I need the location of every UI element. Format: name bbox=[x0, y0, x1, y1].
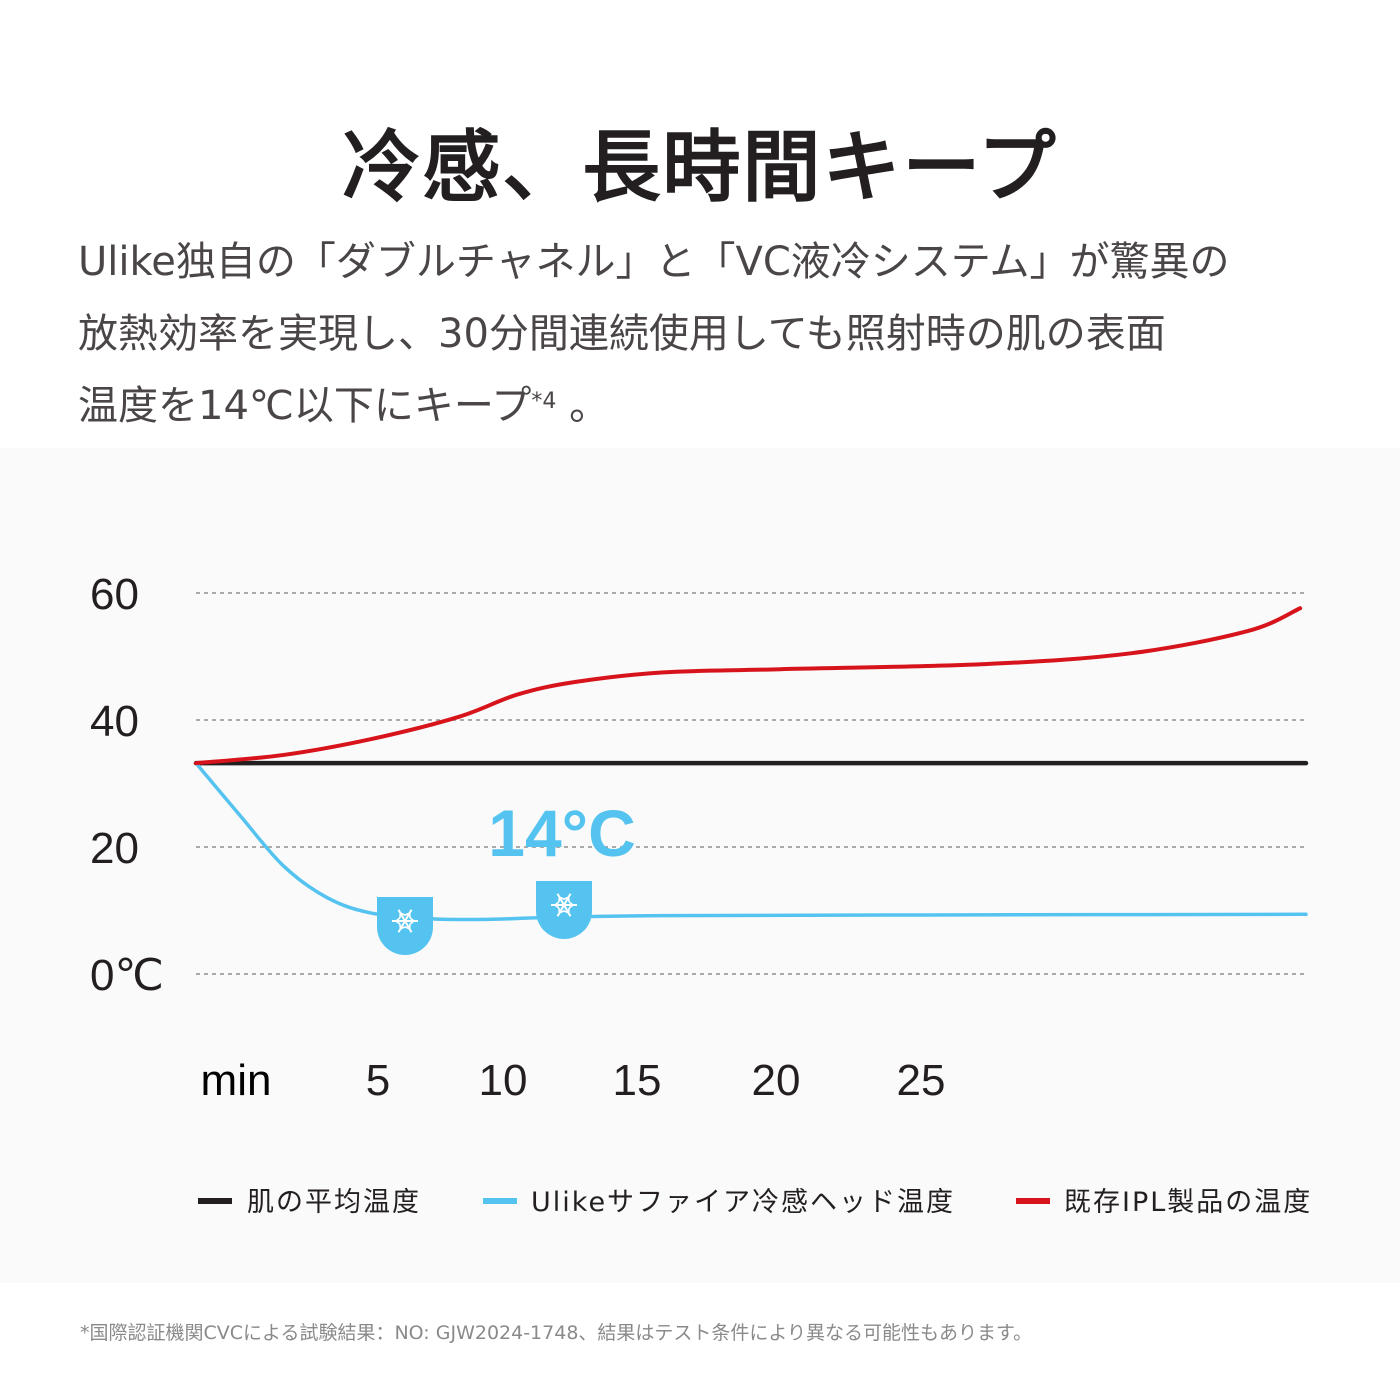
description: Ulike独自の「ダブルチャネル」と「VC液冷システム」が驚異の 放熱効率を実現… bbox=[78, 226, 1328, 442]
legend-label: 肌の平均温度 bbox=[247, 1187, 421, 1218]
y-axis-ticks: 60 40 20 0℃ bbox=[90, 570, 164, 1000]
chart-panel bbox=[0, 448, 1400, 1283]
legend-item-skin: 肌の平均温度 bbox=[198, 1187, 421, 1218]
page-title: 冷感、長時間キープ bbox=[342, 123, 1058, 213]
y-tick-label: 0℃ bbox=[90, 951, 164, 1000]
temperature-annotation: 14°C bbox=[488, 796, 635, 870]
y-tick-label: 40 bbox=[90, 697, 139, 746]
description-tail: 。 bbox=[556, 383, 610, 429]
description-line: 温度を14℃以下にキープ*4 。 bbox=[78, 370, 1328, 442]
temperature-chart: 60 40 20 0℃ 14°C min 5 10 15 20 25 肌の平均温度 Ulikeサ… bbox=[90, 570, 1312, 1218]
description-line: 放熱効率を実現し、30分間連続使用しても照射時の肌の表面 bbox=[78, 311, 1166, 357]
marker-icons bbox=[377, 881, 592, 955]
series-lines bbox=[193, 606, 1309, 922]
x-tick-label: 20 bbox=[752, 1056, 801, 1105]
y-tick-label: 20 bbox=[90, 824, 139, 873]
legend-item-ulike: Ulikeサファイア冷感ヘッド温度 bbox=[483, 1187, 955, 1218]
x-tick-label: 15 bbox=[613, 1056, 662, 1105]
description-line: Ulike独自の「ダブルチャネル」と「VC液冷システム」が驚異の bbox=[78, 239, 1230, 285]
x-axis-label: min bbox=[201, 1056, 272, 1105]
snowflake-icon bbox=[536, 881, 592, 939]
footnote-ref: *4 bbox=[531, 389, 557, 414]
x-tick-label: 25 bbox=[897, 1056, 946, 1105]
legend-item-ipl: 既存IPL製品の温度 bbox=[1016, 1187, 1312, 1218]
y-tick-label: 60 bbox=[90, 570, 139, 619]
ulike-head-temperature-line bbox=[194, 761, 1308, 922]
legend: 肌の平均温度 Ulikeサファイア冷感ヘッド温度 既存IPL製品の温度 bbox=[198, 1187, 1312, 1218]
x-axis-ticks: 5 10 15 20 25 bbox=[366, 1056, 946, 1105]
x-tick-label: 10 bbox=[479, 1056, 528, 1105]
legend-label: 既存IPL製品の温度 bbox=[1064, 1187, 1312, 1218]
ipl-temperature-line bbox=[194, 606, 1303, 766]
x-tick-label: 5 bbox=[366, 1056, 390, 1105]
grid-lines bbox=[196, 592, 1306, 975]
footnote: *国際認証機関CVCによる試験結果：NO: GJW2024-1748、結果はテス… bbox=[80, 1322, 1033, 1344]
description-text: 温度を14℃以下にキープ bbox=[78, 383, 532, 429]
snowflake-icon bbox=[377, 897, 433, 955]
legend-label: Ulikeサファイア冷感ヘッド温度 bbox=[531, 1187, 955, 1218]
